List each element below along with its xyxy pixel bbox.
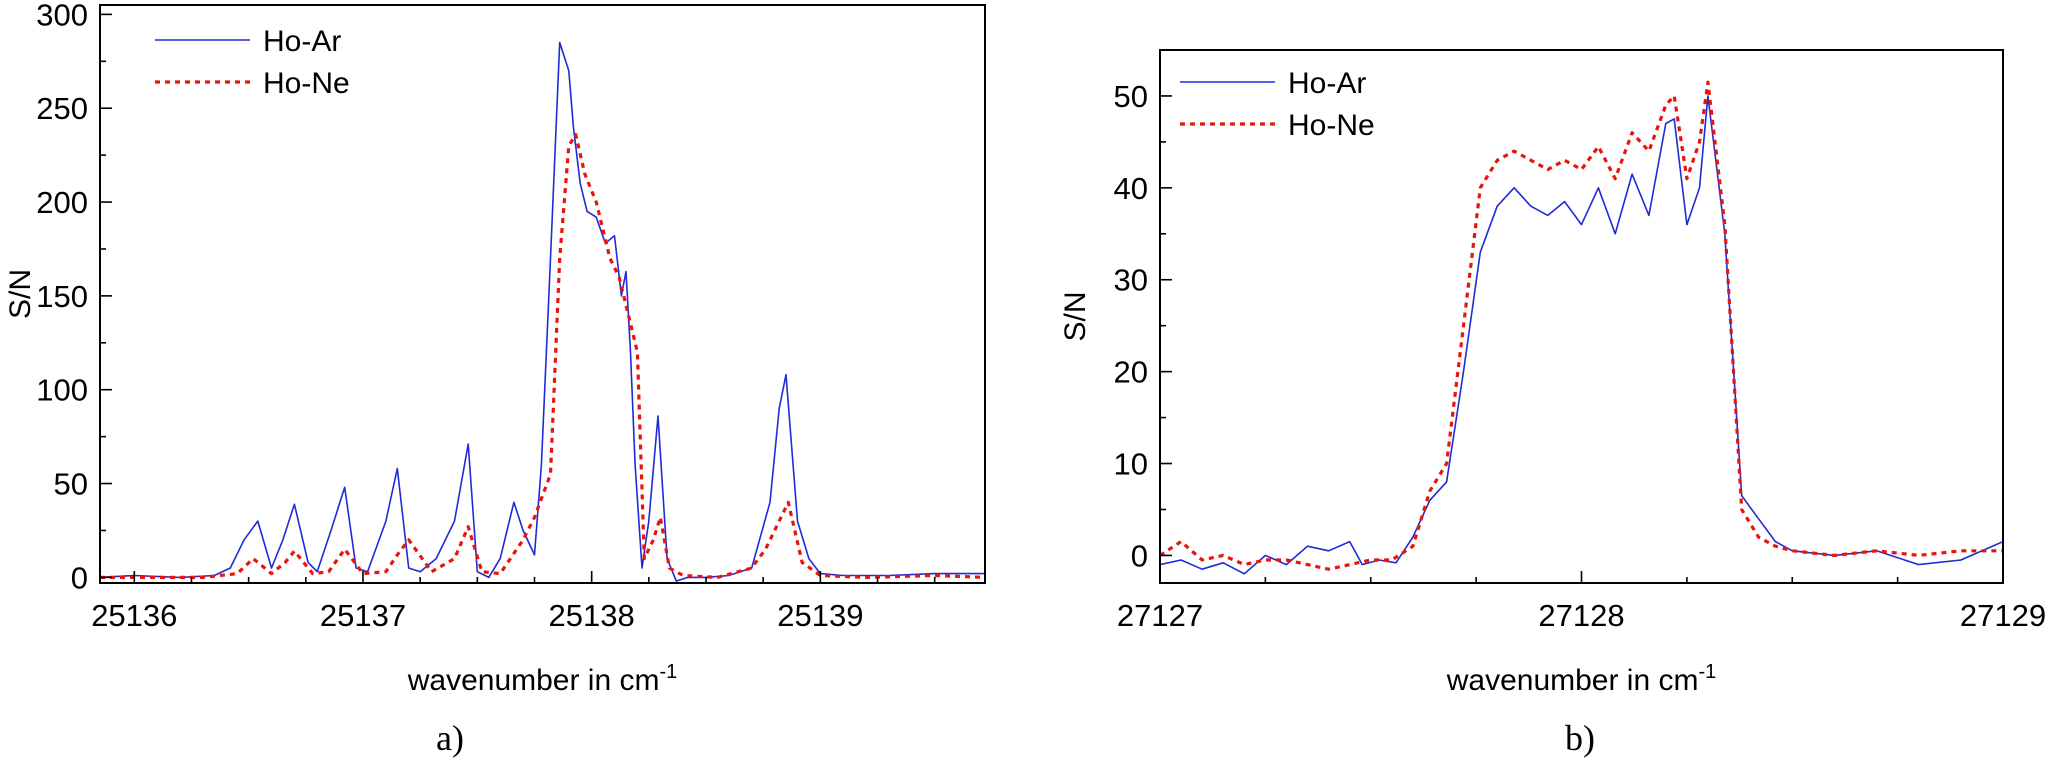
y-tick-label: 250 (36, 91, 88, 126)
y-tick-label: 30 (1114, 263, 1148, 298)
y-axis-label: S/N (1059, 291, 1092, 341)
legend-label-ho-ne: Ho-Ne (263, 67, 350, 100)
legend-label-ho-ne: Ho-Ne (1288, 109, 1375, 142)
panel-b: 27127 27128 27129 0 10 20 30 40 50 wavenumber in … (1059, 49, 2046, 758)
y-tick-label: 40 (1114, 171, 1148, 206)
panel-label: a) (436, 718, 464, 758)
y-tick-label: 0 (1131, 538, 1148, 573)
series-line-ho-ne (100, 132, 985, 580)
x-tick-label: 25136 (91, 598, 177, 633)
x-axis-label: wavenumber in cm-1 (1446, 661, 1717, 697)
x-tick-label: 27129 (1960, 598, 2046, 633)
y-tick-label: 20 (1114, 355, 1148, 390)
legend-label-ho-ar: Ho-Ar (263, 25, 341, 58)
x-tick-label: 27127 (1117, 598, 1203, 633)
y-tick-label: 50 (54, 467, 88, 502)
y-tick-label: 300 (36, 0, 88, 32)
y-tick-label: 200 (36, 185, 88, 220)
y-tick-label: 50 (1114, 79, 1148, 114)
panel-label: b) (1565, 718, 1595, 758)
x-tick-label: 25139 (777, 598, 863, 633)
x-tick-label: 25137 (320, 598, 406, 633)
series-line-ho-ar (1160, 95, 2003, 575)
series-line-ho-ne (1160, 80, 2003, 571)
y-tick-label: 0 (71, 560, 88, 595)
panel-a: 25136 25137 25138 25139 0 50 100 150 200 250 300 wa… (4, 0, 986, 758)
y-tick-label: 100 (36, 373, 88, 408)
x-tick-label: 25138 (549, 598, 635, 633)
legend-label-ho-ar: Ho-Ar (1288, 67, 1366, 100)
plot-frame (99, 4, 986, 584)
y-tick-label: 150 (36, 279, 88, 314)
plot-frame (1159, 49, 2004, 584)
x-tick-label: 27128 (1538, 598, 1624, 633)
y-tick-label: 10 (1114, 447, 1148, 482)
y-axis-label: S/N (4, 269, 37, 319)
x-axis-label: wavenumber in cm-1 (407, 661, 678, 697)
